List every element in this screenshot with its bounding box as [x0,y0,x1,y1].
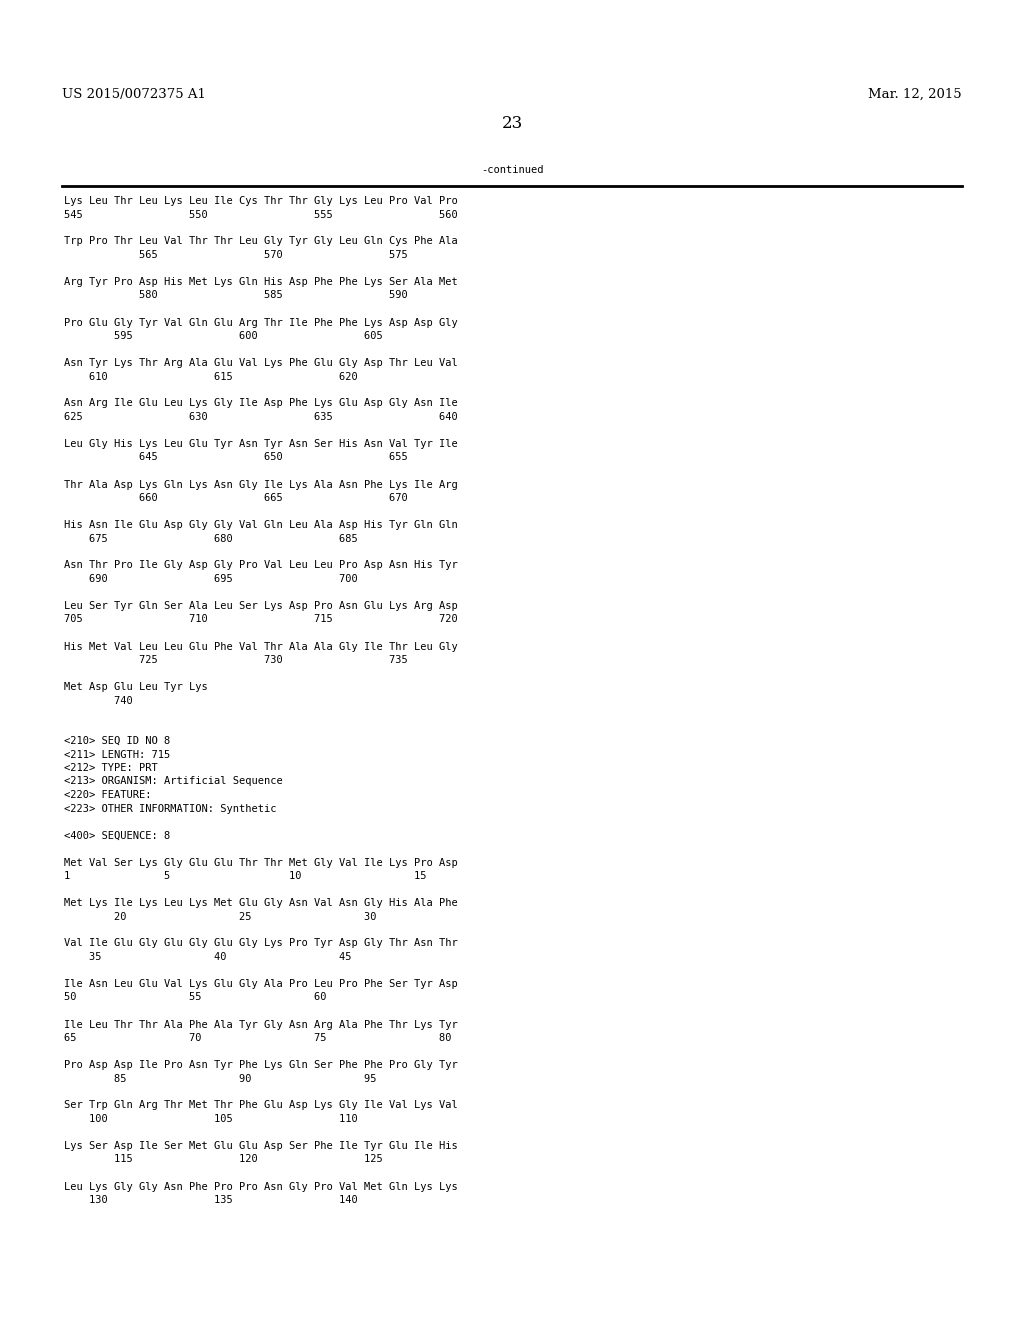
Text: Lys Leu Thr Leu Lys Leu Ile Cys Thr Thr Gly Lys Leu Pro Val Pro: Lys Leu Thr Leu Lys Leu Ile Cys Thr Thr … [63,195,458,206]
Text: <212> TYPE: PRT: <212> TYPE: PRT [63,763,158,774]
Text: 625                 630                 635                 640: 625 630 635 640 [63,412,458,422]
Text: Ile Leu Thr Thr Ala Phe Ala Tyr Gly Asn Arg Ala Phe Thr Lys Tyr: Ile Leu Thr Thr Ala Phe Ala Tyr Gly Asn … [63,1019,458,1030]
Text: Met Val Ser Lys Gly Glu Glu Thr Thr Met Gly Val Ile Lys Pro Asp: Met Val Ser Lys Gly Glu Glu Thr Thr Met … [63,858,458,867]
Text: 115                 120                 125: 115 120 125 [63,1155,383,1164]
Text: <220> FEATURE:: <220> FEATURE: [63,789,152,800]
Text: 645                 650                 655: 645 650 655 [63,453,408,462]
Text: Thr Ala Asp Lys Gln Lys Asn Gly Ile Lys Ala Asn Phe Lys Ile Arg: Thr Ala Asp Lys Gln Lys Asn Gly Ile Lys … [63,479,458,490]
Text: Ser Trp Gln Arg Thr Met Thr Phe Glu Asp Lys Gly Ile Val Lys Val: Ser Trp Gln Arg Thr Met Thr Phe Glu Asp … [63,1101,458,1110]
Text: US 2015/0072375 A1: US 2015/0072375 A1 [62,88,206,102]
Text: 580                 585                 590: 580 585 590 [63,290,408,301]
Text: 545                 550                 555                 560: 545 550 555 560 [63,210,458,219]
Text: Met Lys Ile Lys Leu Lys Met Glu Gly Asn Val Asn Gly His Ala Phe: Met Lys Ile Lys Leu Lys Met Glu Gly Asn … [63,898,458,908]
Text: 675                 680                 685: 675 680 685 [63,533,357,544]
Text: His Met Val Leu Leu Glu Phe Val Thr Ala Ala Gly Ile Thr Leu Gly: His Met Val Leu Leu Glu Phe Val Thr Ala … [63,642,458,652]
Text: 1               5                   10                  15: 1 5 10 15 [63,871,427,880]
Text: 20                  25                  30: 20 25 30 [63,912,377,921]
Text: Met Asp Glu Leu Tyr Lys: Met Asp Glu Leu Tyr Lys [63,682,208,692]
Text: Leu Ser Tyr Gln Ser Ala Leu Ser Lys Asp Pro Asn Glu Lys Arg Asp: Leu Ser Tyr Gln Ser Ala Leu Ser Lys Asp … [63,601,458,611]
Text: 690                 695                 700: 690 695 700 [63,574,357,583]
Text: 565                 570                 575: 565 570 575 [63,249,408,260]
Text: Arg Tyr Pro Asp His Met Lys Gln His Asp Phe Phe Lys Ser Ala Met: Arg Tyr Pro Asp His Met Lys Gln His Asp … [63,277,458,286]
Text: Trp Pro Thr Leu Val Thr Thr Leu Gly Tyr Gly Leu Gln Cys Phe Ala: Trp Pro Thr Leu Val Thr Thr Leu Gly Tyr … [63,236,458,247]
Text: Mar. 12, 2015: Mar. 12, 2015 [868,88,962,102]
Text: 725                 730                 735: 725 730 735 [63,655,408,665]
Text: Asn Thr Pro Ile Gly Asp Gly Pro Val Leu Leu Pro Asp Asn His Tyr: Asn Thr Pro Ile Gly Asp Gly Pro Val Leu … [63,561,458,570]
Text: Pro Glu Gly Tyr Val Gln Glu Arg Thr Ile Phe Phe Lys Asp Asp Gly: Pro Glu Gly Tyr Val Gln Glu Arg Thr Ile … [63,318,458,327]
Text: 35                  40                  45: 35 40 45 [63,952,351,962]
Text: <223> OTHER INFORMATION: Synthetic: <223> OTHER INFORMATION: Synthetic [63,804,276,813]
Text: Lys Ser Asp Ile Ser Met Glu Glu Asp Ser Phe Ile Tyr Glu Ile His: Lys Ser Asp Ile Ser Met Glu Glu Asp Ser … [63,1140,458,1151]
Text: His Asn Ile Glu Asp Gly Gly Val Gln Leu Ala Asp His Tyr Gln Gln: His Asn Ile Glu Asp Gly Gly Val Gln Leu … [63,520,458,531]
Text: 100                 105                 110: 100 105 110 [63,1114,357,1125]
Text: 660                 665                 670: 660 665 670 [63,492,408,503]
Text: 740: 740 [63,696,133,705]
Text: Pro Asp Asp Ile Pro Asn Tyr Phe Lys Gln Ser Phe Phe Pro Gly Tyr: Pro Asp Asp Ile Pro Asn Tyr Phe Lys Gln … [63,1060,458,1071]
Text: -continued: -continued [480,165,544,176]
Text: <400> SEQUENCE: 8: <400> SEQUENCE: 8 [63,830,170,841]
Text: Asn Tyr Lys Thr Arg Ala Glu Val Lys Phe Glu Gly Asp Thr Leu Val: Asn Tyr Lys Thr Arg Ala Glu Val Lys Phe … [63,358,458,368]
Text: Leu Lys Gly Gly Asn Phe Pro Pro Asn Gly Pro Val Met Gln Lys Lys: Leu Lys Gly Gly Asn Phe Pro Pro Asn Gly … [63,1181,458,1192]
Text: 65                  70                  75                  80: 65 70 75 80 [63,1034,452,1043]
Text: <211> LENGTH: 715: <211> LENGTH: 715 [63,750,170,759]
Text: 50                  55                  60: 50 55 60 [63,993,327,1002]
Text: 610                 615                 620: 610 615 620 [63,371,357,381]
Text: Leu Gly His Lys Leu Glu Tyr Asn Tyr Asn Ser His Asn Val Tyr Ile: Leu Gly His Lys Leu Glu Tyr Asn Tyr Asn … [63,440,458,449]
Text: Val Ile Glu Gly Glu Gly Glu Gly Lys Pro Tyr Asp Gly Thr Asn Thr: Val Ile Glu Gly Glu Gly Glu Gly Lys Pro … [63,939,458,949]
Text: Ile Asn Leu Glu Val Lys Glu Gly Ala Pro Leu Pro Phe Ser Tyr Asp: Ile Asn Leu Glu Val Lys Glu Gly Ala Pro … [63,979,458,989]
Text: 595                 600                 605: 595 600 605 [63,331,383,341]
Text: 85                  90                  95: 85 90 95 [63,1073,377,1084]
Text: 705                 710                 715                 720: 705 710 715 720 [63,615,458,624]
Text: <210> SEQ ID NO 8: <210> SEQ ID NO 8 [63,737,170,746]
Text: Asn Arg Ile Glu Leu Lys Gly Ile Asp Phe Lys Glu Asp Gly Asn Ile: Asn Arg Ile Glu Leu Lys Gly Ile Asp Phe … [63,399,458,408]
Text: 130                 135                 140: 130 135 140 [63,1195,357,1205]
Text: <213> ORGANISM: Artificial Sequence: <213> ORGANISM: Artificial Sequence [63,776,283,787]
Text: 23: 23 [502,115,522,132]
